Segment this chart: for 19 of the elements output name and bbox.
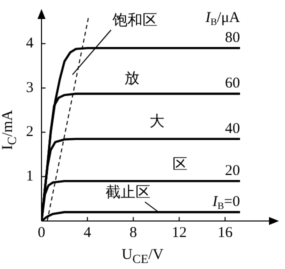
y-tick-label: 2 (26, 124, 34, 140)
series-label: 40 (225, 120, 240, 137)
annotation: 截止区 (106, 184, 150, 201)
series-label: 20 (225, 163, 240, 180)
x-axis-title: U$_{CE}$/V (120, 247, 164, 267)
annotation: 大 (150, 112, 164, 130)
y-tick-label: 1 (26, 168, 34, 185)
x-tick-label: 0 (38, 224, 46, 241)
x-tick-label: 4 (84, 224, 92, 241)
y-tick-label: 4 (26, 36, 34, 52)
annotation: 饱和区 (112, 12, 158, 29)
annotation: 放 (124, 70, 140, 87)
series-label: 80 (225, 30, 240, 46)
x-tick-label: 12 (172, 224, 187, 241)
annotation: 区 (172, 156, 188, 173)
y-tick-label: 3 (26, 80, 34, 96)
x-tick-label: 16 (218, 224, 234, 241)
series-label: 60 (225, 76, 240, 92)
x-tick-label: 8 (130, 224, 138, 241)
